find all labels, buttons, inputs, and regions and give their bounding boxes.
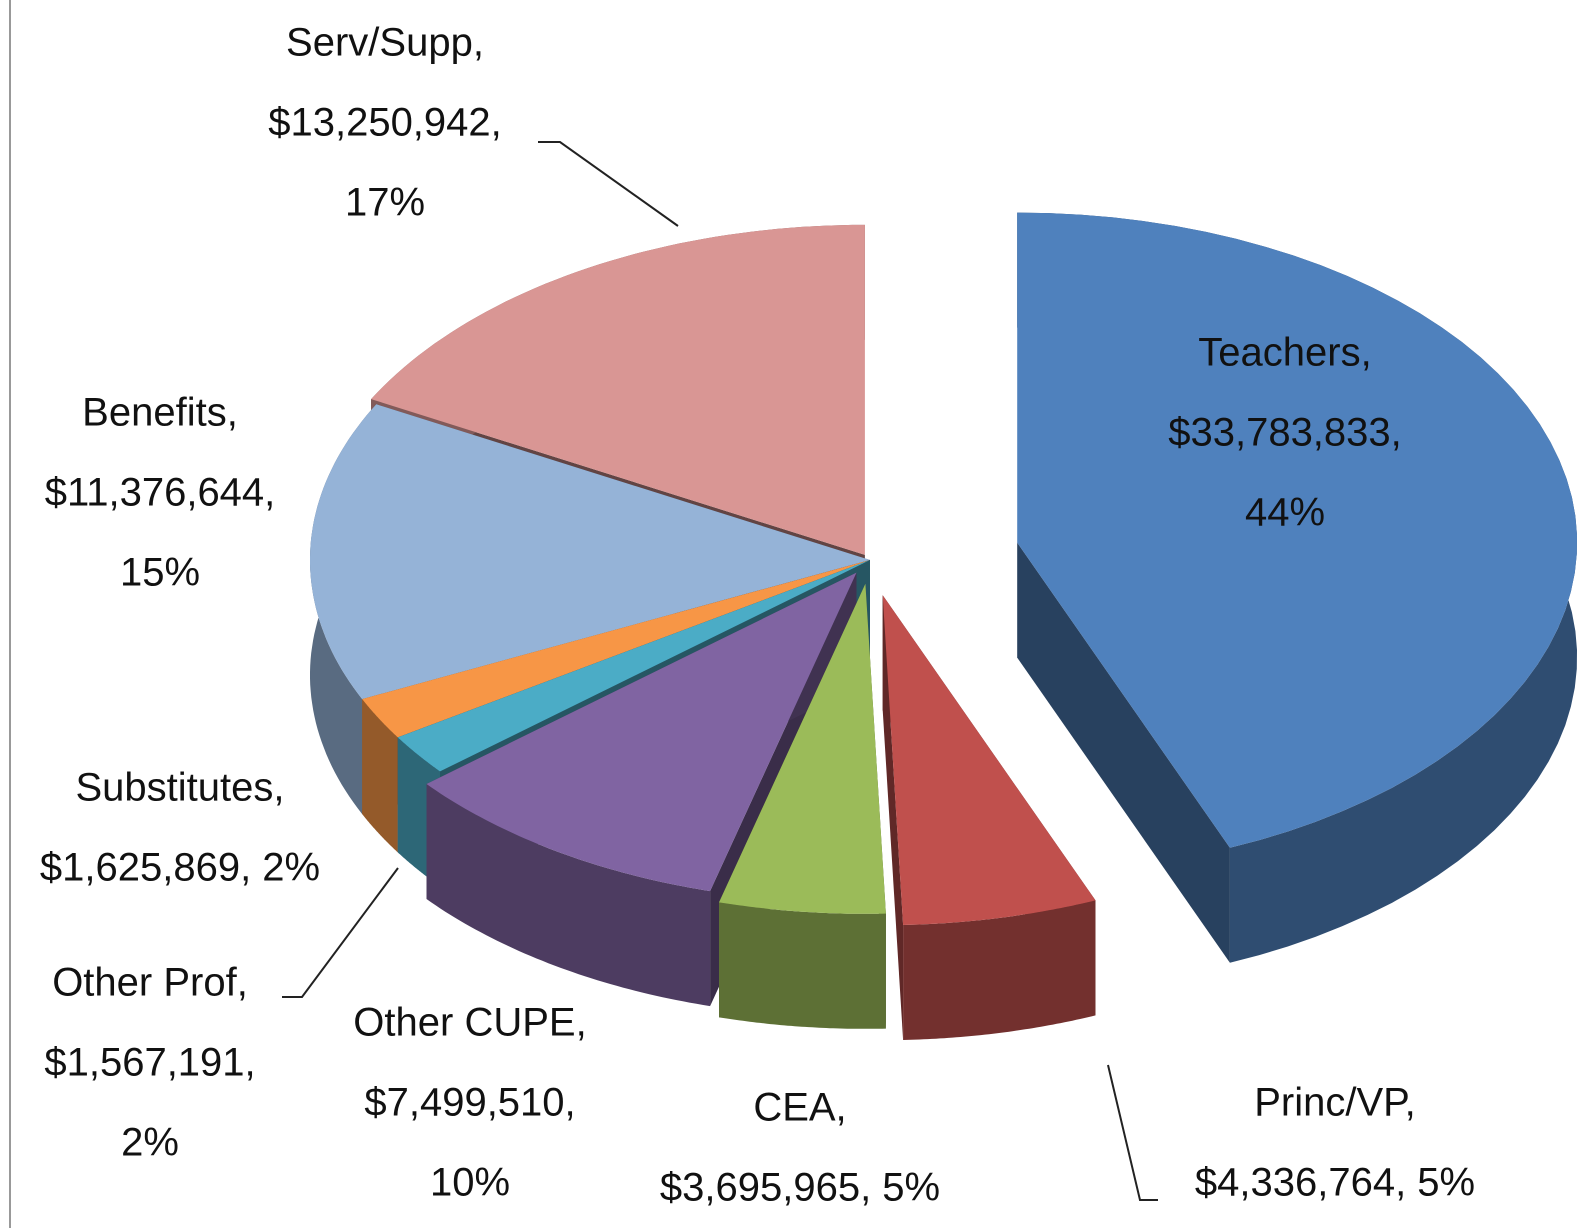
data-label: $4,336,764, 5% bbox=[1195, 1161, 1475, 1205]
data-label: 44% bbox=[1245, 491, 1325, 535]
leader-line bbox=[1107, 1064, 1158, 1201]
data-label: $13,250,942, bbox=[268, 101, 502, 145]
data-label: Princ/VP, bbox=[1254, 1081, 1416, 1125]
data-label: Other CUPE, bbox=[353, 1001, 586, 1045]
slice bbox=[882, 595, 1096, 925]
slice bbox=[1017, 212, 1577, 848]
slice bbox=[426, 572, 857, 892]
data-label: Substitutes, bbox=[75, 766, 284, 810]
data-label: $11,376,644, bbox=[45, 471, 276, 515]
slice bbox=[397, 560, 870, 772]
slice-side bbox=[1017, 542, 1230, 963]
slice bbox=[362, 560, 870, 738]
slice-rim bbox=[426, 784, 711, 1007]
data-label: Benefits, bbox=[82, 391, 238, 435]
slice bbox=[371, 224, 865, 555]
data-label: Serv/Supp, bbox=[286, 21, 484, 65]
data-label: $7,499,510, bbox=[364, 1081, 575, 1125]
slice-rim bbox=[903, 900, 1096, 1040]
data-label: $33,783,833, bbox=[1168, 411, 1402, 455]
data-label: CEA, bbox=[753, 1086, 846, 1130]
slice-rim bbox=[362, 699, 398, 853]
labels: Teachers, $33,783,833, 44% Princ/VP, $4,336,… bbox=[40, 21, 1475, 1210]
pie bbox=[310, 212, 1577, 1040]
data-label: 17% bbox=[345, 181, 425, 225]
data-label: 2% bbox=[121, 1121, 179, 1165]
leader-line bbox=[282, 867, 399, 998]
slice bbox=[719, 583, 886, 914]
slice bbox=[310, 404, 870, 700]
data-label: 10% bbox=[430, 1161, 510, 1205]
data-label: $3,695,965, 5% bbox=[660, 1166, 940, 1210]
data-label: Teachers, bbox=[1198, 331, 1371, 375]
data-label: $1,625,869, 2% bbox=[40, 846, 320, 890]
slice-rim bbox=[719, 902, 886, 1029]
leader-line bbox=[538, 141, 679, 227]
data-label: Other Prof, bbox=[52, 961, 248, 1005]
slice-side bbox=[882, 595, 904, 1040]
data-label: 15% bbox=[120, 551, 200, 595]
data-label: $1,567,191, bbox=[44, 1041, 255, 1085]
